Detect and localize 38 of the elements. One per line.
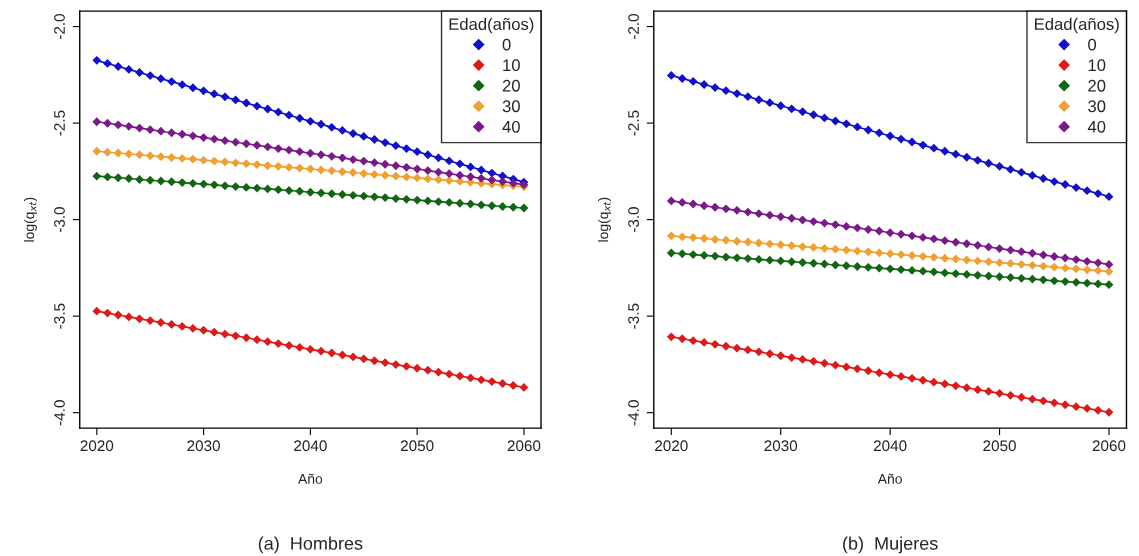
- y-tick-label: -3.0: [54, 207, 65, 233]
- x-tick-label: 2020: [80, 440, 114, 452]
- legend-label: 20: [502, 79, 520, 92]
- legend-title: Edad(años): [1035, 17, 1119, 34]
- y-tick-label: -2.0: [54, 14, 65, 40]
- x-tick-label: 2060: [507, 440, 541, 452]
- y-tick-label: -2.0: [628, 14, 639, 40]
- legend-label: 10: [503, 59, 520, 72]
- legend-label: 40: [502, 120, 520, 133]
- legend-label: 0: [502, 38, 511, 51]
- legend-title: Edad(años): [449, 17, 534, 34]
- x-tick-label: 2040: [294, 440, 327, 452]
- text: (a) Hombres: [258, 536, 363, 554]
- x-tick-label: 2040: [873, 440, 907, 452]
- x-axis-title: Año: [877, 473, 902, 484]
- x-tick-label: 2060: [1092, 440, 1126, 452]
- y-tick-label: -3.5: [628, 303, 639, 329]
- legend-label: 0: [1088, 38, 1097, 51]
- y-tick-label: -2.5: [628, 110, 639, 136]
- legend-label: 30: [1088, 100, 1106, 113]
- x-tick-label: 2030: [764, 440, 798, 452]
- y-tick-label: -4.0: [628, 400, 639, 426]
- text: (b) Mujeres: [843, 536, 938, 554]
- x-tick-label: 2050: [983, 440, 1016, 452]
- y-axis-title: log(q$_{xt}$): [598, 197, 611, 242]
- x-tick-label: 2050: [400, 440, 434, 452]
- legend-label: 20: [1088, 79, 1106, 92]
- y-tick-label: -2.5: [54, 110, 65, 136]
- legend-label: 40: [1087, 120, 1106, 133]
- y-axis-title: log(q$_{xt}$): [23, 197, 37, 242]
- legend-label: 30: [502, 100, 520, 113]
- y-tick-label: -3.5: [54, 303, 65, 329]
- y-tick-label: -3.0: [628, 207, 639, 233]
- x-tick-label: 2030: [187, 440, 220, 452]
- y-tick-label: -4.0: [54, 400, 65, 426]
- x-axis-title: Año: [298, 473, 323, 484]
- legend-label: 10: [1088, 59, 1106, 72]
- x-tick-label: 2020: [655, 440, 688, 452]
